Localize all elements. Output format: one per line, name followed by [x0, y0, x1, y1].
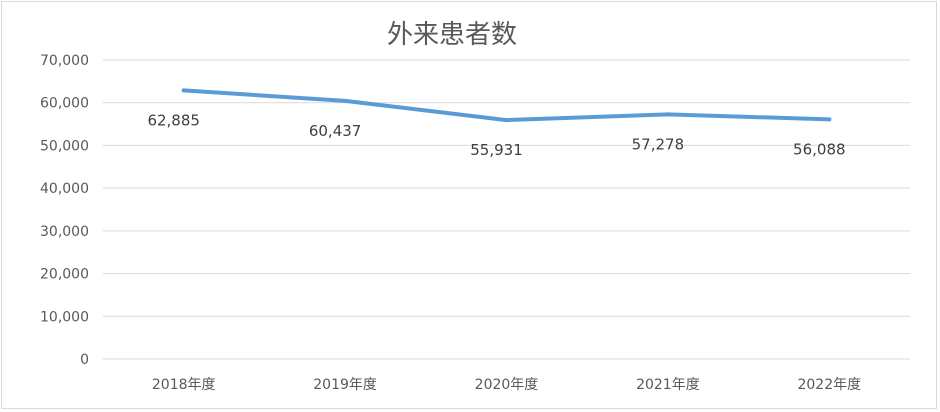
- y-tick-label: 30,000: [40, 224, 89, 240]
- y-tick-label: 60,000: [40, 96, 89, 112]
- y-tick-label: 0: [80, 352, 89, 368]
- series-layer: [181, 88, 832, 123]
- x-axis-ticks: 2018年度 2019年度 2020年度 2021年度 2022年度: [152, 377, 861, 393]
- x-tick-label: 2021年度: [636, 377, 700, 393]
- x-tick-label: 2019年度: [313, 377, 377, 393]
- x-tick-label: 2020年度: [475, 377, 539, 393]
- data-labels: 62,885 60,437 55,931 57,278 56,088: [147, 111, 845, 159]
- data-label: 60,437: [309, 122, 362, 140]
- data-point: [343, 98, 348, 103]
- y-tick-label: 20,000: [40, 267, 89, 283]
- y-tick-label: 50,000: [40, 138, 89, 154]
- y-axis-ticks: 0 10,000 20,000 30,000 40,000 50,000 60,000 70,…: [40, 53, 89, 368]
- gridlines: [103, 59, 910, 360]
- data-point: [665, 112, 670, 117]
- x-tick-label: 2022年度: [797, 377, 861, 393]
- series-line: [181, 88, 832, 123]
- data-point: [504, 118, 509, 123]
- data-point: [827, 117, 832, 122]
- data-label: 56,088: [793, 140, 846, 158]
- data-point: [181, 88, 186, 93]
- x-tick-label: 2018年度: [152, 377, 216, 393]
- y-tick-label: 10,000: [40, 309, 89, 325]
- y-tick-label: 70,000: [40, 53, 89, 69]
- data-label: 55,931: [470, 141, 523, 159]
- data-label: 57,278: [632, 135, 685, 153]
- y-tick-label: 40,000: [40, 181, 89, 197]
- chart-title: 外来患者数: [386, 20, 517, 50]
- data-label: 62,885: [147, 111, 200, 129]
